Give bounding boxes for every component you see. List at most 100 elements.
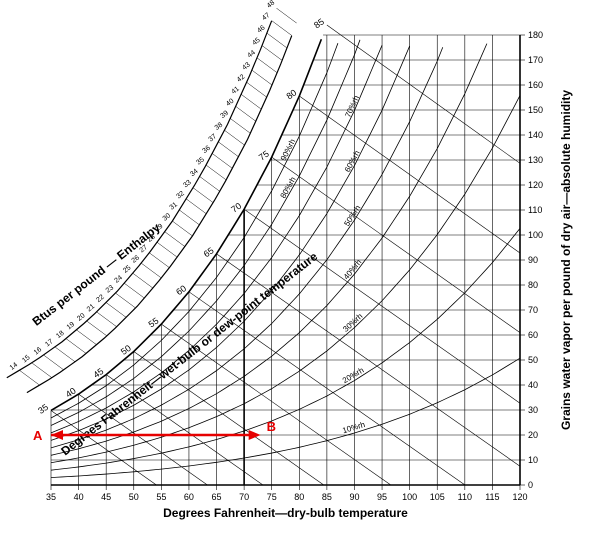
y-tick-label: 70	[528, 305, 538, 315]
enth-tick	[193, 188, 213, 203]
enth-tick	[206, 165, 226, 180]
x-tick-label: 75	[267, 492, 277, 502]
enth-tick	[257, 58, 277, 73]
enth-tick-label: 16	[33, 346, 44, 356]
rh-curve-10	[51, 358, 520, 477]
enth-tick	[157, 242, 177, 257]
rh-label-50: 50%rh	[342, 204, 362, 228]
enth-tick-label: 20	[76, 312, 87, 322]
enth-tick	[133, 273, 153, 288]
enth-tick-label: 17	[44, 338, 55, 348]
x-tick-label: 100	[402, 492, 417, 502]
x-tick-label: 80	[294, 492, 304, 502]
enth-tick-label: 37	[208, 133, 219, 143]
y-tick-label: 160	[528, 80, 543, 90]
rh-label-90: 90%rh	[279, 138, 297, 163]
wetbulb-tick-40: 40	[64, 386, 78, 400]
enth-tick	[106, 302, 126, 317]
enth-tick	[66, 339, 86, 354]
enth-tick	[32, 363, 52, 378]
x-tick-label: 55	[156, 492, 166, 502]
enth-tick	[252, 70, 272, 85]
enth-tick	[267, 33, 287, 48]
enth-tick	[141, 263, 161, 278]
enth-tick	[179, 210, 199, 225]
enth-tick-label: 24	[113, 274, 124, 284]
wetbulb-line-75	[272, 157, 520, 332]
y-tick-label: 30	[528, 405, 538, 415]
x-tick-label: 60	[184, 492, 194, 502]
x-tick-label: 120	[512, 492, 527, 502]
psychrometric-chart: 3540455055606570758085909510010511011512…	[0, 0, 600, 538]
y-tick-label: 140	[528, 130, 543, 140]
x-tick-label: 45	[101, 492, 111, 502]
y-tick-label: 20	[528, 430, 538, 440]
enth-tick	[230, 118, 250, 133]
rh-curve-50	[51, 47, 443, 448]
enth-tick-label: 44	[246, 49, 257, 59]
enth-tick-label: 26	[131, 254, 142, 264]
x-tick-label: 90	[349, 492, 359, 502]
y-tick-label: 50	[528, 355, 538, 365]
enth-tick-label: 14	[9, 361, 20, 371]
enth-tick-label: 40	[225, 98, 236, 108]
x-tick-label: 105	[430, 492, 445, 502]
enth-tick-label: 34	[189, 168, 200, 178]
rh-label-80: 80%rh	[279, 175, 298, 200]
enth-tick-label: 15	[21, 354, 32, 364]
enth-tick-label: 31	[169, 201, 180, 211]
enth-tick-label: 47	[261, 12, 272, 22]
enth-tick-label: 36	[201, 145, 212, 155]
x-tick-label: 35	[46, 492, 56, 502]
enth-tick-label: 18	[55, 330, 66, 340]
enth-tick	[115, 293, 135, 308]
enth-tick-label: 43	[241, 61, 252, 71]
enth-tick-label: 21	[86, 303, 97, 313]
wetbulb-tick-35: 35	[36, 402, 50, 416]
enth-tick-label: 23	[105, 284, 116, 294]
y-tick-label: 60	[528, 330, 538, 340]
enth-tick	[272, 21, 292, 36]
enth-tick	[262, 46, 282, 61]
enth-tick	[124, 283, 144, 298]
x-tick-label: 40	[74, 492, 84, 502]
y-tick-label: 180	[528, 30, 543, 40]
enth-tick-label: 30	[162, 212, 173, 222]
enth-tick-label: 25	[122, 264, 133, 274]
point-A-label: A	[33, 428, 43, 443]
enth-tick-label: 42	[236, 73, 247, 83]
x-tick-label: 85	[322, 492, 332, 502]
enth-tick	[172, 221, 192, 236]
enth-tick	[200, 177, 220, 192]
wetbulb-tick-45: 45	[91, 366, 105, 380]
wetbulb-line-85	[327, 25, 520, 163]
wetbulb-line-40	[79, 394, 208, 485]
enth-tick-label: 19	[66, 321, 77, 331]
enth-tick	[43, 355, 63, 370]
enth-tick	[247, 82, 267, 97]
enth-tick	[212, 153, 232, 168]
y-tick-label: 100	[528, 230, 543, 240]
enth-tick-label: 45	[251, 37, 262, 47]
x-axis-label: Degrees Fahrenheit—dry-bulb temperature	[163, 506, 408, 520]
wetbulb-tick-80: 80	[285, 87, 299, 101]
enth-tick-label: 48	[266, 0, 277, 10]
enth-tick	[241, 94, 261, 109]
enth-tick	[236, 106, 256, 121]
rh-label-20: 20%rh	[341, 366, 365, 386]
enth-tick-label: 46	[256, 24, 267, 34]
enth-tick-label: 38	[214, 121, 225, 131]
y-tick-label: 150	[528, 105, 543, 115]
y-axis-label: Grains water vapor per pound of dry air—…	[559, 90, 573, 430]
enth-tick	[55, 347, 75, 362]
enth-tick-label: 41	[230, 85, 241, 95]
x-tick-label: 95	[377, 492, 387, 502]
x-tick-label: 70	[239, 492, 249, 502]
enth-tick-label: 35	[195, 156, 206, 166]
enth-tick	[277, 8, 297, 23]
enth-tick	[87, 321, 107, 336]
y-tick-label: 40	[528, 380, 538, 390]
y-tick-label: 170	[528, 55, 543, 65]
enth-tick-label: 33	[182, 179, 193, 189]
enth-tick-label: 39	[219, 110, 230, 120]
